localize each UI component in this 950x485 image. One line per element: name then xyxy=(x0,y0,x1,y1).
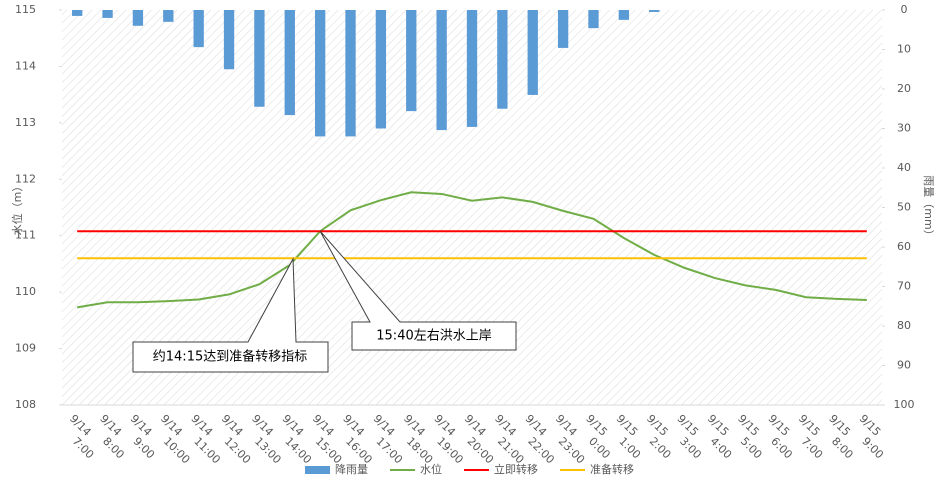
y2-tick-label: 0 xyxy=(901,3,908,16)
bar xyxy=(436,10,447,131)
bar xyxy=(649,10,660,12)
y2-tick-label: 50 xyxy=(897,201,911,214)
y-tick-label: 109 xyxy=(15,342,36,355)
bar xyxy=(375,10,387,129)
bar xyxy=(102,10,113,18)
y2-tick-label: 70 xyxy=(897,280,911,293)
y-tick-label: 114 xyxy=(15,59,36,72)
bar xyxy=(223,10,235,70)
y2-tick-label: 60 xyxy=(897,240,911,253)
bar xyxy=(193,10,204,48)
y-axis-title: 水位（m） xyxy=(10,181,24,236)
bar xyxy=(314,10,326,137)
y2-tick-label: 90 xyxy=(897,359,911,372)
annotation: 约14:15达到准备转移指标 xyxy=(153,349,307,365)
bar xyxy=(254,10,265,107)
legend-swatch xyxy=(305,466,330,474)
callout-box xyxy=(132,257,329,373)
bar xyxy=(406,10,417,112)
y-tick-label: 113 xyxy=(15,116,36,129)
y2-tick-label: 20 xyxy=(897,82,911,95)
y-tick-label: 111 xyxy=(15,229,36,242)
y2-tick-label: 30 xyxy=(897,122,911,135)
y2-tick-label: 100 xyxy=(894,398,915,411)
bar xyxy=(132,10,144,26)
legend-label: 立即转移 xyxy=(494,462,538,476)
callout-box xyxy=(319,230,517,351)
annotation: 15:40左右洪水上岸 xyxy=(376,329,491,344)
legend-label: 准备转移 xyxy=(590,462,634,476)
line xyxy=(77,191,867,309)
y-tick-label: 110 xyxy=(15,285,36,298)
bar xyxy=(497,10,508,109)
y-tick-label: 108 xyxy=(15,398,36,411)
bar xyxy=(284,10,295,116)
bar xyxy=(618,10,630,20)
annotations: 约14:15达到准备转移指标 15:40左右洪水上岸 xyxy=(132,230,517,373)
legend-label: 水位 xyxy=(420,462,442,476)
bar xyxy=(72,10,83,16)
y-tick-label: 112 xyxy=(15,172,36,185)
bar xyxy=(557,10,569,48)
bar xyxy=(527,10,538,95)
bar xyxy=(466,10,478,127)
y2-tick-label: 80 xyxy=(897,319,911,332)
y2-tick-label: 10 xyxy=(897,43,911,56)
y2-axis-title: 雨量（mm） xyxy=(922,175,935,240)
y-tick-label: 115 xyxy=(15,3,36,16)
bar xyxy=(163,10,174,22)
x-tick-label: 9/159:00 xyxy=(847,412,896,461)
bar xyxy=(588,10,599,29)
bar xyxy=(345,10,356,137)
legend-label: 降雨量 xyxy=(335,462,368,476)
y2-tick-label: 40 xyxy=(897,161,911,174)
